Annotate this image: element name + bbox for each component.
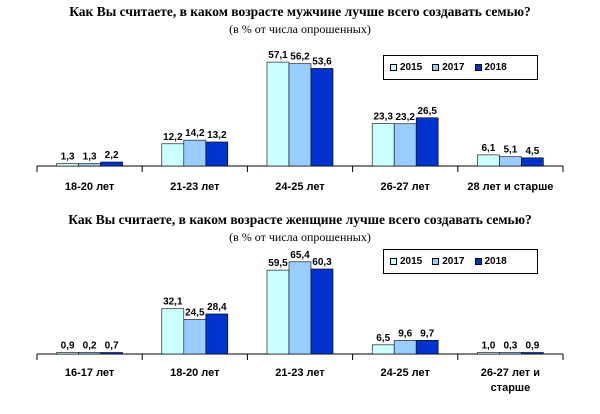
category-label: 28 лет и старше	[467, 181, 553, 193]
category-label: 21-23 лет	[275, 367, 325, 379]
data-label: 1,3	[83, 152, 97, 163]
legend-swatch-2018	[474, 258, 482, 265]
legend-label: 2015	[400, 256, 423, 267]
data-label: 57,1	[268, 50, 288, 61]
chart-title: Как Вы считаете, в каком возрасте женщин…	[68, 212, 532, 227]
data-label: 14,2	[185, 128, 205, 139]
data-label: 0,9	[61, 341, 75, 352]
bar-2018	[100, 352, 123, 355]
bar-2017	[183, 319, 207, 355]
legend-swatch-2015	[390, 64, 397, 71]
data-label: 0,9	[525, 341, 539, 352]
data-label: 2,2	[105, 150, 119, 161]
bar-2015	[266, 269, 290, 355]
legend-item-2015: 2015	[390, 62, 422, 73]
bar-2017	[183, 139, 207, 167]
bar-2018	[521, 352, 544, 355]
category-label: 26-27 лет	[380, 181, 430, 193]
category-label: 24-25 лет	[275, 181, 325, 193]
data-label: 1,0	[481, 341, 495, 352]
data-label: 0,7	[105, 341, 119, 352]
bar-2015	[371, 344, 395, 355]
bar-2015	[266, 61, 290, 167]
data-label: 60,3	[312, 257, 332, 268]
category-label: 24-25 лет	[380, 367, 430, 379]
bar-2017	[499, 352, 522, 355]
category-label: 16-17 лет	[65, 367, 115, 379]
data-label: 59,5	[268, 258, 288, 269]
data-label: 6,1	[481, 143, 495, 154]
bar-2018	[415, 340, 439, 355]
chart-legend: 2015 2017 2018	[383, 55, 538, 80]
bar-2015	[477, 352, 500, 355]
bar-2017	[499, 156, 522, 167]
bar-2015	[161, 143, 185, 167]
data-label: 28,4	[207, 302, 227, 313]
data-label: 6,5	[376, 333, 390, 344]
category-label: 21-23 лет	[170, 181, 220, 193]
legend-label: 2017	[442, 256, 465, 267]
bar-2018	[205, 313, 229, 355]
data-label: 23,3	[373, 112, 393, 123]
bar-2015	[371, 123, 395, 167]
legend-swatch-2017	[432, 258, 440, 265]
category-label: 18-20 лет	[170, 367, 220, 379]
bar-2018	[100, 161, 123, 167]
chart-subtitle: (в % от числа опрошенных)	[229, 230, 371, 244]
bar-2015	[161, 308, 185, 355]
data-label: 26,5	[417, 106, 437, 117]
data-label: 32,1	[163, 297, 183, 308]
legend-swatch-2018	[474, 64, 482, 71]
bar-2017	[78, 352, 101, 355]
legend-label: 2015	[400, 62, 423, 73]
legend-label: 2017	[442, 62, 465, 73]
bar-2017	[288, 63, 312, 167]
chart-plot-area: 1,3 1,3 2,2 18-20 лет 12,2 14,2 13,2 21-23 лет 5…	[36, 50, 564, 193]
legend-item-2017: 2017	[432, 62, 465, 73]
data-label: 56,2	[290, 52, 310, 63]
bar-2018	[310, 268, 334, 355]
data-label: 4,5	[525, 146, 539, 157]
legend-item-2018: 2018	[474, 256, 507, 267]
category-label: старше	[491, 382, 531, 394]
legend-item-2017: 2017	[432, 256, 465, 267]
chart-legend: 2015 2017 2018	[383, 249, 538, 274]
data-label: 0,2	[83, 341, 97, 352]
data-label: 1,3	[61, 152, 75, 163]
data-label: 13,2	[207, 130, 227, 141]
bar-2015	[477, 154, 500, 167]
bar-2017	[393, 340, 417, 355]
bar-2015	[56, 163, 79, 167]
data-label: 23,2	[395, 112, 415, 123]
bar-2018	[415, 117, 439, 167]
chart-subtitle: (в % от числа опрошенных)	[229, 22, 371, 36]
data-label: 9,6	[398, 328, 412, 339]
chart-plot-area: 0,9 0,2 0,7 16-17 лет 32,124,5 28,4 18-20 лет 5…	[36, 250, 564, 394]
legend-swatch-2017	[432, 64, 440, 71]
data-label: 5,1	[503, 145, 517, 156]
data-label: 9,7	[420, 328, 434, 339]
bar-2017	[78, 163, 101, 167]
legend-item-2018: 2018	[474, 62, 507, 73]
data-label: 12,2	[163, 132, 183, 143]
bar-2015	[56, 352, 79, 355]
legend-label: 2018	[484, 256, 507, 267]
data-label: 65,4	[290, 250, 310, 261]
bar-2018	[310, 68, 334, 167]
bar-2018	[205, 141, 229, 167]
bar-2017	[288, 261, 312, 355]
category-label: 18-20 лет	[65, 181, 115, 193]
data-label: 0,3	[503, 341, 517, 352]
legend-item-2015: 2015	[390, 256, 422, 267]
data-label: 24,5	[185, 307, 205, 318]
legend-swatch-2015	[390, 258, 397, 265]
legend-label: 2018	[484, 62, 507, 73]
data-label: 53,6	[312, 56, 332, 67]
bar-2018	[521, 157, 544, 167]
bar-2017	[393, 123, 417, 167]
category-label: 26-27 лет и	[481, 367, 540, 379]
chart-title: Как Вы считаете, в каком возрасте мужчин…	[69, 4, 531, 19]
